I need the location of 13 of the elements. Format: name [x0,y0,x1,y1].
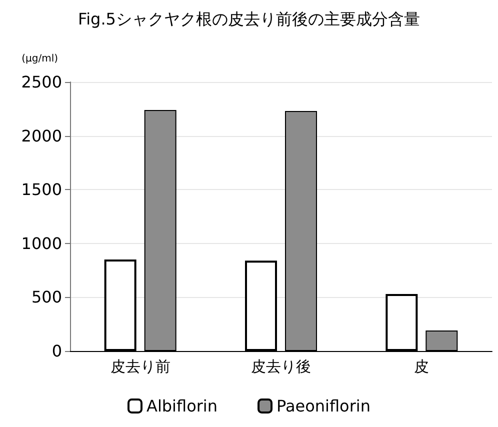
x-tick-label: 皮 [414,358,430,376]
y-tick-label: 0 [52,342,62,360]
chart-title: Fig.5シャクヤク根の皮去り前後の主要成分含量 [78,10,420,28]
legend-label: Paeoniflorin [276,396,371,416]
legend-label: Albiflorin [146,396,218,416]
x-tick-label: 皮去り前 [110,358,170,376]
y-tick-label: 1000 [21,234,62,253]
y-tick-label: 2000 [21,126,62,146]
y-axis-title: (μg/ml) [22,54,58,64]
y-tick-label: 1500 [21,180,62,200]
x-tick-label: 皮去り後 [251,358,311,376]
y-tick-label: 500 [31,288,62,307]
y-tick-label: 2500 [21,72,62,92]
